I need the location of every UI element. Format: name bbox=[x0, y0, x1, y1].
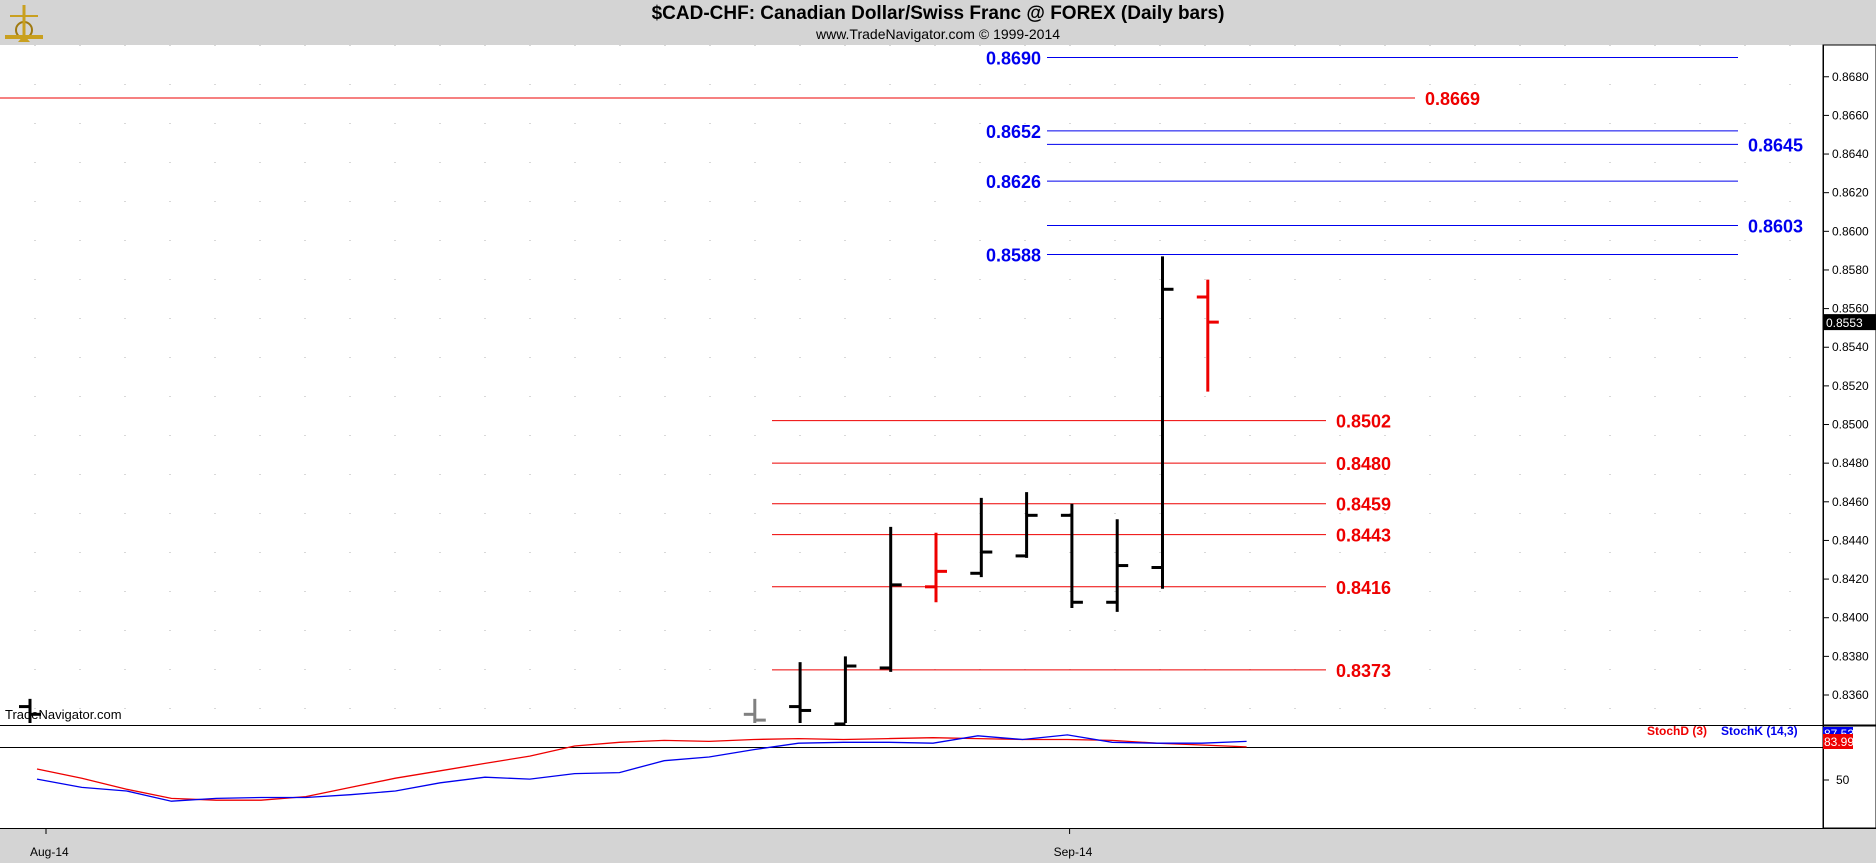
ohlc-bar bbox=[743, 698, 766, 723]
price-tick-label: 0.8560 bbox=[1832, 302, 1869, 316]
ohlc-bar bbox=[1106, 519, 1129, 612]
level-label: 0.8690 bbox=[986, 48, 1041, 68]
price-tick-label: 0.8540 bbox=[1832, 340, 1869, 354]
stochastic-panel bbox=[0, 726, 1823, 828]
price-tick-label: 0.8440 bbox=[1832, 533, 1869, 547]
ohlc-bar bbox=[1196, 279, 1219, 392]
date-tick-label: Aug-14 bbox=[30, 845, 69, 859]
level-label: 0.8459 bbox=[1336, 495, 1391, 515]
watermark: TradeNavigator.com bbox=[5, 707, 122, 722]
level-label: 0.8652 bbox=[986, 122, 1041, 142]
last-price-label: 0.8553 bbox=[1826, 316, 1863, 330]
stochastic-legend: StochD (3) StochK (14,3) bbox=[1647, 724, 1798, 738]
price-tick-label: 0.8660 bbox=[1832, 108, 1869, 122]
price-axis-ticks: 0.8360 0.8380 0.8400 0.8420 0.8440 0.8460 0.84… bbox=[1823, 70, 1876, 702]
trade-navigator-logo bbox=[5, 5, 43, 42]
price-tick-label: 0.8500 bbox=[1832, 418, 1869, 432]
price-tick-label: 0.8680 bbox=[1832, 70, 1869, 84]
price-tick-label: 0.8620 bbox=[1832, 186, 1869, 200]
ohlc-bar bbox=[879, 526, 902, 672]
level-label: 0.8603 bbox=[1748, 217, 1803, 237]
legend-stochd: StochD (3) bbox=[1647, 724, 1707, 738]
ohlc-bar bbox=[1060, 503, 1083, 609]
level-label: 0.8645 bbox=[1748, 135, 1803, 155]
date-tick-label: Sep-14 bbox=[1054, 845, 1093, 859]
price-tick-label: 0.8420 bbox=[1832, 572, 1869, 586]
level-label: 0.8502 bbox=[1336, 412, 1391, 432]
price-panel bbox=[0, 45, 1823, 725]
price-tick-label: 0.8380 bbox=[1832, 649, 1869, 663]
price-axis bbox=[1822, 44, 1876, 726]
level-label: 0.8588 bbox=[986, 246, 1041, 266]
price-tick-label: 0.8360 bbox=[1832, 688, 1869, 702]
price-bars bbox=[19, 256, 1219, 726]
last-price-box bbox=[1823, 314, 1876, 331]
legend-stochk: StochK (14,3) bbox=[1721, 724, 1798, 738]
price-tick-label: 0.8460 bbox=[1832, 495, 1869, 509]
stochastic-tick-label: 50 bbox=[1836, 773, 1850, 787]
level-label: 0.8373 bbox=[1336, 661, 1391, 681]
stochd-last-box bbox=[1823, 734, 1853, 749]
level-label: 0.8480 bbox=[1336, 454, 1391, 474]
level-label: 0.8626 bbox=[986, 172, 1041, 192]
price-levels: 0.8690 0.8669 0.8652 0.8645 0.8626 0.8603 0.85… bbox=[0, 48, 1803, 681]
stochastic-series bbox=[36, 734, 1247, 802]
price-tick-label: 0.8640 bbox=[1832, 147, 1869, 161]
date-axis-ticks: Aug-14 Sep-14 bbox=[30, 829, 1093, 859]
stochastic-series bbox=[36, 737, 1247, 801]
ohlc-bar bbox=[789, 662, 812, 723]
price-tick-label: 0.8520 bbox=[1832, 379, 1869, 393]
stochd-last-label: 83.99 bbox=[1824, 735, 1854, 749]
level-label: 0.8443 bbox=[1336, 526, 1391, 546]
price-tick-label: 0.8480 bbox=[1832, 456, 1869, 470]
chart-subtitle: www.TradeNavigator.com © 1999-2014 bbox=[815, 26, 1061, 42]
ohlc-bar bbox=[1151, 256, 1174, 589]
level-label: 0.8669 bbox=[1425, 89, 1480, 109]
ohlc-bar bbox=[970, 497, 993, 578]
stochastic-lines: 5087.5383.99 bbox=[36, 727, 1854, 802]
price-tick-label: 0.8600 bbox=[1832, 224, 1869, 238]
ohlc-bar bbox=[834, 656, 857, 726]
price-tick-label: 0.8400 bbox=[1832, 611, 1869, 625]
level-label: 0.8416 bbox=[1336, 578, 1391, 598]
price-tick-label: 0.8580 bbox=[1832, 263, 1869, 277]
chart-title: $CAD-CHF: Canadian Dollar/Swiss Franc @ … bbox=[651, 3, 1225, 24]
ohlc-bar bbox=[19, 698, 41, 723]
ohlc-bar bbox=[925, 532, 947, 603]
x-axis bbox=[0, 829, 1876, 863]
ohlc-bar bbox=[1015, 492, 1038, 558]
